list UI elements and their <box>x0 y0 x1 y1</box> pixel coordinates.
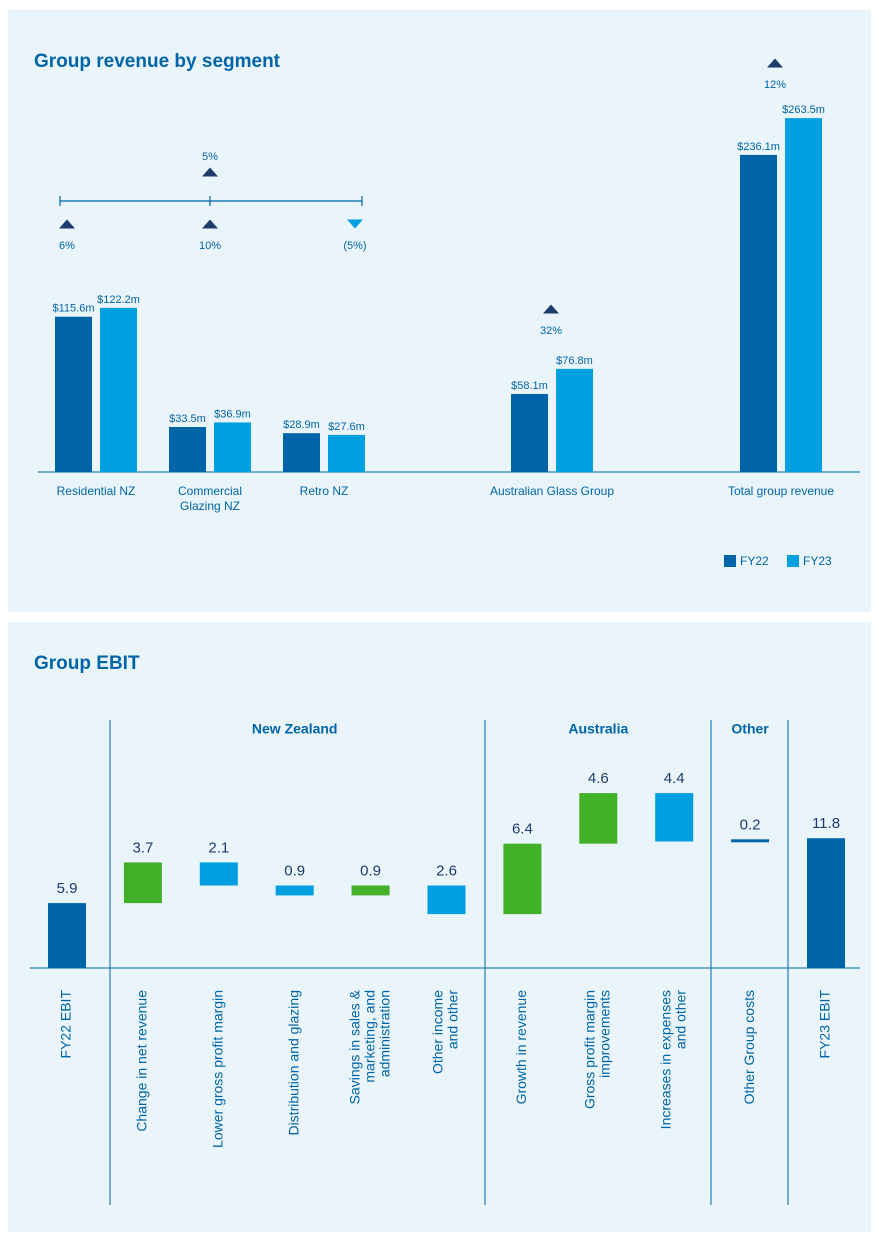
x-tick-label: marketing, and <box>361 990 377 1083</box>
x-tick-label: Residential NZ <box>57 484 136 498</box>
change-label: 5% <box>202 151 218 163</box>
bar <box>731 839 770 843</box>
x-tick-label: Other Group costs <box>741 990 757 1104</box>
value-label: 2.6 <box>436 862 457 879</box>
value-label: 0.9 <box>284 862 305 879</box>
bar <box>807 838 845 968</box>
bar <box>214 422 251 472</box>
bar <box>351 885 390 896</box>
bar <box>123 862 162 904</box>
bar <box>199 862 238 886</box>
chart-title: Group EBIT <box>34 653 140 674</box>
value-label: 0.9 <box>360 862 381 879</box>
change-label: 32% <box>540 325 562 337</box>
x-tick-label: FY23 EBIT <box>817 990 833 1059</box>
bar <box>556 368 593 472</box>
chart-title: Group revenue by segment <box>34 51 281 72</box>
value-label: 3.7 <box>132 839 153 856</box>
change-arrow <box>202 167 218 177</box>
change-arrow <box>347 219 363 229</box>
x-tick-label: improvements <box>597 990 613 1078</box>
x-tick-label: Increases in expenses <box>657 990 673 1129</box>
value-label: 0.2 <box>740 816 761 833</box>
value-label: 6.4 <box>512 821 533 838</box>
change-label: 6% <box>59 240 75 252</box>
x-tick-label: Gross profit margin <box>582 990 598 1109</box>
x-tick-label: Lower gross profit margin <box>210 990 226 1148</box>
bar <box>283 433 320 472</box>
group-label: New Zealand <box>252 721 338 737</box>
bar <box>328 434 365 472</box>
x-tick-label: Growth in revenue <box>513 990 529 1105</box>
x-tick-label: Glazing NZ <box>180 499 240 513</box>
legend-label: FY22 <box>740 554 769 568</box>
value-label: $236.1m <box>737 141 780 153</box>
value-label: $115.6m <box>53 303 95 315</box>
x-tick-label: Retro NZ <box>300 484 349 498</box>
value-label: 2.1 <box>208 839 229 856</box>
x-tick-label: Australian Glass Group <box>490 484 614 498</box>
bar <box>511 393 548 472</box>
bar <box>427 885 466 915</box>
value-label: $263.5m <box>782 104 825 116</box>
bar <box>169 427 206 472</box>
bar <box>55 316 92 472</box>
x-tick-label: Other income <box>430 990 446 1074</box>
value-label: $58.1m <box>511 380 548 392</box>
legend-label: FY23 <box>803 554 832 568</box>
x-tick-label: Savings in sales & <box>346 989 362 1104</box>
value-label: $76.8m <box>556 355 593 367</box>
x-tick-label: administration <box>376 990 392 1077</box>
change-label: (5%) <box>343 240 366 252</box>
x-tick-label: and other <box>445 990 461 1049</box>
legend-swatch <box>787 555 799 567</box>
bar <box>579 793 618 844</box>
x-tick-label: Distribution and glazing <box>285 990 301 1136</box>
bar <box>275 885 314 896</box>
x-tick-label: FY22 EBIT <box>58 990 74 1059</box>
bar <box>655 793 694 842</box>
value-label: $28.9m <box>283 419 320 431</box>
value-label: 4.4 <box>664 770 685 787</box>
x-tick-label: Commercial <box>178 484 242 498</box>
change-arrow <box>59 219 75 229</box>
panel <box>8 10 871 612</box>
x-tick-label: Total group revenue <box>728 484 834 498</box>
value-label: 11.8 <box>812 815 840 832</box>
bar <box>100 307 137 472</box>
change-arrow <box>202 219 218 229</box>
value-label: $122.2m <box>97 294 140 306</box>
value-label: $36.9m <box>214 408 251 420</box>
legend-swatch <box>724 555 736 567</box>
change-arrow <box>543 304 559 314</box>
x-tick-label: and other <box>672 990 688 1049</box>
bar <box>785 118 822 472</box>
x-tick-label: Change in net revenue <box>134 990 150 1132</box>
change-arrow <box>767 58 783 68</box>
change-label: 10% <box>199 240 221 252</box>
group-label: Australia <box>568 721 628 737</box>
bar <box>740 154 777 472</box>
bar <box>503 843 542 915</box>
value-label: $27.6m <box>328 421 365 433</box>
panel <box>8 622 871 1232</box>
value-label: $33.5m <box>169 413 206 425</box>
change-label: 12% <box>764 79 786 91</box>
bar <box>48 903 86 968</box>
value-label: 4.6 <box>588 770 609 787</box>
value-label: 5.9 <box>57 880 78 897</box>
group-label: Other <box>731 721 769 737</box>
